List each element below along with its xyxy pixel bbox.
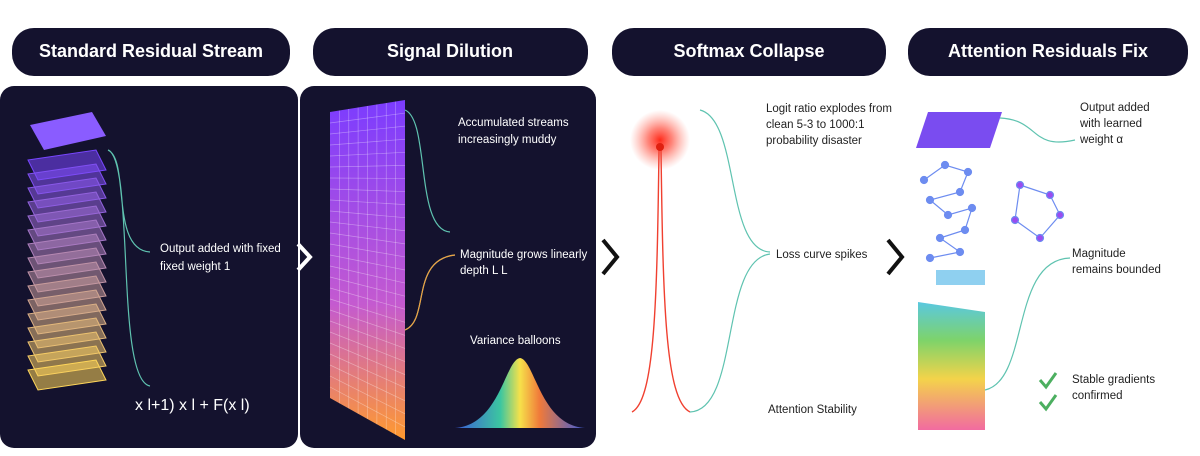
annotation: Logit ratio explodes from clean 5-3 to 10… bbox=[766, 103, 892, 147]
annotation-line: Logit ratio explodes from bbox=[766, 103, 892, 115]
annotation-line: Stable gradients bbox=[1072, 374, 1155, 386]
output-plane bbox=[916, 112, 1002, 148]
grid-line bbox=[329, 353, 406, 389]
grid-line bbox=[329, 276, 406, 297]
annotation-line: Magnitude grows linearly bbox=[460, 249, 587, 261]
chevron bbox=[886, 238, 905, 276]
panel-title: Signal Dilution bbox=[387, 41, 513, 61]
spike-curve bbox=[631, 149, 691, 413]
grid-line bbox=[329, 232, 406, 245]
chevron bbox=[601, 238, 620, 276]
header-pill bbox=[612, 28, 886, 76]
grid-line bbox=[329, 125, 406, 135]
annotation-line: clean 5-3 to 1000:1 bbox=[766, 119, 864, 131]
annotation-line: increasingly muddy bbox=[458, 134, 557, 146]
annotation: Magnitude grows linearly depth L L bbox=[460, 249, 587, 277]
grid-lines bbox=[329, 101, 406, 435]
grid-line bbox=[329, 265, 406, 284]
grid-line bbox=[329, 320, 406, 349]
layer bbox=[30, 112, 106, 150]
checkmark bbox=[1038, 372, 1058, 412]
grid-line bbox=[329, 165, 406, 168]
grid-line bbox=[329, 386, 406, 428]
grid-line bbox=[329, 331, 406, 362]
spike-point bbox=[656, 143, 664, 151]
panel-title: Attention Residuals Fix bbox=[948, 41, 1148, 61]
annotation-line: fixed weight 1 bbox=[160, 261, 230, 273]
spike-glow bbox=[630, 110, 690, 170]
grid-line bbox=[329, 298, 406, 323]
header-pill bbox=[12, 28, 290, 76]
node-network bbox=[919, 160, 1065, 263]
grid-line bbox=[329, 254, 406, 271]
annotation: Stable gradients confirmed bbox=[1072, 374, 1155, 402]
chevron bbox=[296, 242, 313, 272]
annotation-line: Output added bbox=[1080, 102, 1150, 114]
grid-line bbox=[329, 199, 406, 205]
connector bbox=[107, 149, 151, 387]
annotation-line: weight α bbox=[1079, 134, 1123, 146]
annotation-line: Accumulated streams bbox=[458, 117, 569, 129]
annotation: Output added with learned weight α bbox=[1079, 102, 1150, 146]
annotation-line: Magnitude bbox=[1072, 248, 1126, 260]
annotation: Accumulated streams increasingly muddy bbox=[458, 117, 569, 146]
grid-line bbox=[329, 151, 406, 157]
header-pill bbox=[908, 28, 1188, 76]
annotation-line: depth L L bbox=[460, 265, 508, 277]
grid-line bbox=[329, 375, 406, 415]
annotation: Output added with fixed fixed weight 1 bbox=[160, 243, 281, 273]
grid-sheet bbox=[330, 100, 405, 440]
grid-line bbox=[329, 287, 406, 310]
grid-line bbox=[329, 138, 406, 146]
annotation: Attention Stability bbox=[768, 404, 857, 416]
annotation-line: confirmed bbox=[1072, 390, 1123, 402]
annotation-line: probability disaster bbox=[766, 135, 862, 147]
bound-box bbox=[936, 270, 985, 285]
annotation: Loss curve spikes bbox=[776, 249, 868, 261]
panel-title: Standard Residual Stream bbox=[39, 41, 263, 61]
grid-line bbox=[329, 342, 406, 375]
bell-curve bbox=[455, 358, 585, 428]
connector bbox=[689, 109, 771, 413]
header-pill bbox=[313, 28, 588, 76]
gradient-column bbox=[918, 302, 985, 430]
connector bbox=[404, 254, 456, 331]
layer-stack bbox=[27, 112, 107, 391]
panel-title: Softmax Collapse bbox=[673, 41, 824, 61]
grid-line bbox=[329, 188, 406, 192]
annotation-line: Output added with fixed bbox=[160, 243, 281, 255]
annotation: Magnitude remains bounded bbox=[1072, 248, 1161, 276]
annotation: Variance balloons bbox=[470, 335, 561, 347]
grid-line bbox=[329, 112, 406, 124]
annotation-line: remains bounded bbox=[1072, 264, 1161, 276]
grid-line bbox=[329, 309, 406, 336]
grid-line bbox=[329, 210, 406, 219]
connector bbox=[984, 117, 1076, 391]
layer bbox=[27, 359, 107, 391]
formula: x l+1) x l + F(x l) bbox=[135, 397, 250, 414]
annotation-line: with learned bbox=[1079, 118, 1142, 130]
grid-line bbox=[329, 221, 406, 232]
grid-line bbox=[329, 243, 406, 258]
grid-line bbox=[329, 364, 406, 402]
